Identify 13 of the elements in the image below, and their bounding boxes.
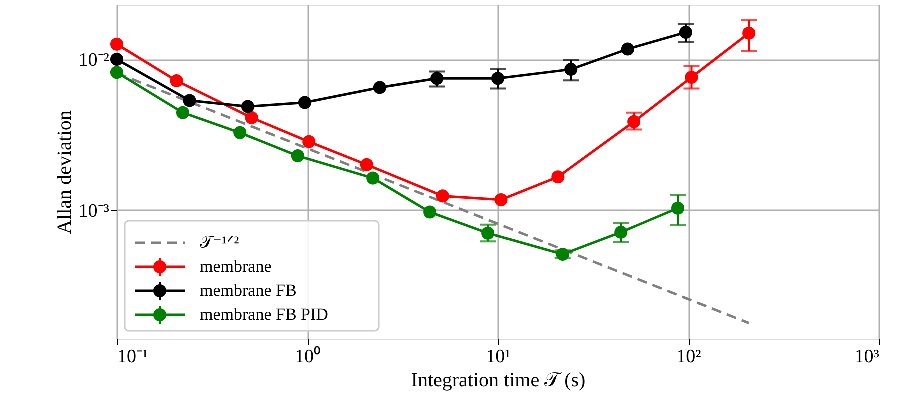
- legend-label: membrane FB PID: [200, 305, 328, 324]
- x-axis-title: Integration time 𝒯 (s): [411, 370, 586, 392]
- legend-label: membrane FB: [200, 281, 297, 300]
- x-tick-label: 10²: [676, 346, 702, 368]
- x-tick-label: 10¹: [486, 346, 512, 368]
- legend-label: membrane: [200, 257, 272, 276]
- y-tick-label: 10⁻²: [78, 50, 110, 72]
- x-tick-label: 10⁻¹: [118, 346, 148, 368]
- legend-label: 𝒯⁻¹ᐟ²: [200, 233, 240, 252]
- x-tick-label: 10⁰: [295, 346, 321, 368]
- y-tick-label: 10⁻³: [78, 200, 110, 222]
- y-axis-title: Allan deviation: [54, 110, 76, 234]
- x-tick-label: 10³: [854, 346, 880, 368]
